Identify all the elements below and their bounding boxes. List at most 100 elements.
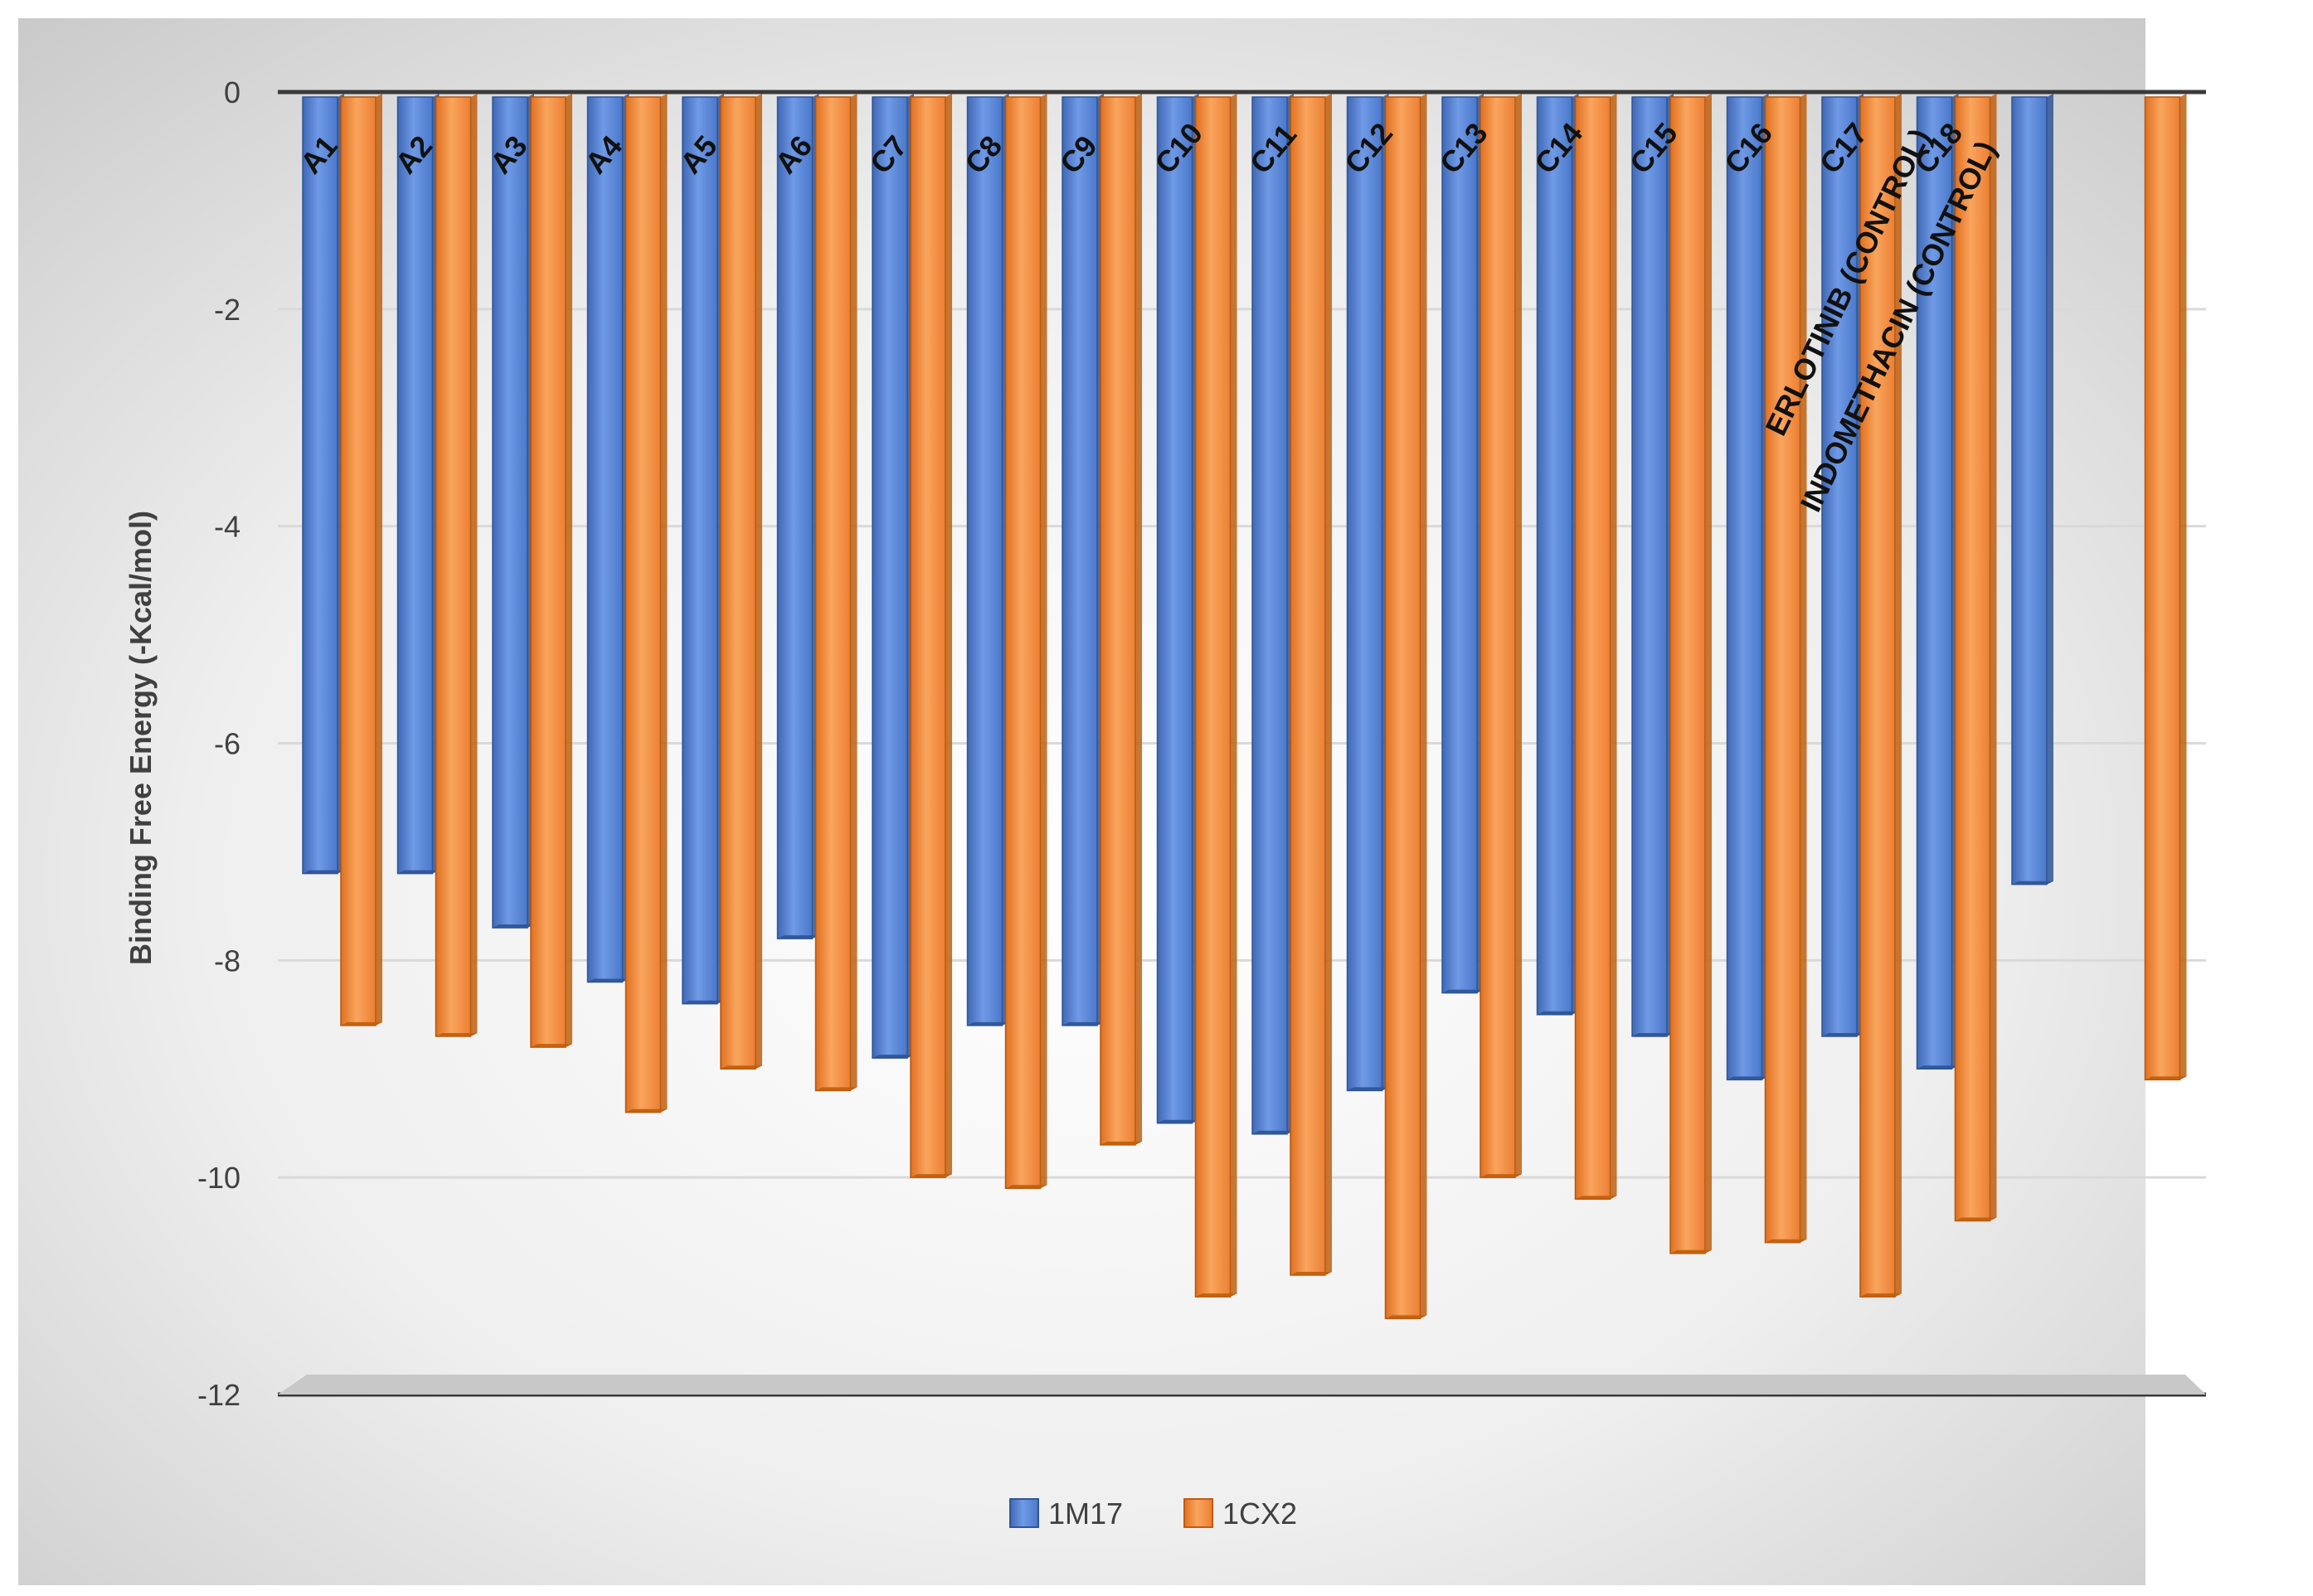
bar-bottom xyxy=(721,1065,762,1070)
bar-bottom xyxy=(1537,1011,1579,1015)
bar-bottom xyxy=(1290,1271,1332,1275)
bar-bottom xyxy=(1005,1185,1047,1189)
y-axis-title: Binding Free Energy (-Kcal/mol) xyxy=(124,511,158,965)
bar-1m17 xyxy=(1251,94,1294,1135)
bar-side xyxy=(945,94,952,1178)
bar-side xyxy=(660,94,668,1113)
y-tick-label: 0 xyxy=(224,75,241,109)
bar-side xyxy=(850,94,858,1091)
bar-side xyxy=(470,94,478,1036)
bar-side xyxy=(756,94,762,1070)
bar-face xyxy=(720,96,756,1070)
bar-bottom xyxy=(493,924,534,929)
bar-1cx2 xyxy=(720,94,762,1070)
bar-face xyxy=(1726,96,1763,1081)
bar-bottom xyxy=(587,978,629,982)
bar-side xyxy=(376,94,382,1026)
bar-bottom xyxy=(303,870,344,874)
bar-side xyxy=(1705,94,1712,1254)
bar-1m17 xyxy=(872,94,914,1059)
bar-bottom xyxy=(1252,1130,1294,1134)
bar-face xyxy=(1251,96,1288,1135)
bar-bottom xyxy=(1727,1076,1769,1080)
bar-bottom xyxy=(1917,1065,1959,1070)
bar-face xyxy=(586,96,624,983)
bar-side xyxy=(1230,94,1237,1298)
bar-1cx2 xyxy=(1954,94,1997,1222)
bar-bottom xyxy=(2012,880,2053,885)
bar-1m17 xyxy=(2011,94,2053,885)
bar-1m17 xyxy=(1726,94,1769,1081)
bar-1m17 xyxy=(1156,94,1199,1124)
bar-bottom xyxy=(531,1044,572,1048)
bar-bottom xyxy=(1101,1141,1142,1145)
bar-face xyxy=(2011,96,2048,885)
bar-bottom xyxy=(341,1021,382,1026)
legend-label-1cx2: 1CX2 xyxy=(1222,1497,1297,1531)
y-tick-label: -8 xyxy=(214,944,241,977)
bar-bottom xyxy=(1062,1021,1104,1026)
bar-face xyxy=(1669,96,1706,1254)
bar-side xyxy=(1610,94,1617,1200)
bar-1m17 xyxy=(1631,94,1674,1037)
y-tick-label: -2 xyxy=(214,293,241,327)
bar-1cx2 xyxy=(624,94,668,1113)
bar-bottom xyxy=(1442,989,1484,993)
bar-1cx2 xyxy=(1004,94,1047,1190)
bar-side xyxy=(1800,94,1807,1243)
bar-side xyxy=(1990,94,1997,1221)
bar-bottom xyxy=(683,1000,724,1004)
bar-bottom xyxy=(1670,1249,1712,1254)
bar-1cx2 xyxy=(1574,94,1617,1201)
bar-1cx2 xyxy=(1669,94,1712,1254)
bar-1cx2 xyxy=(435,94,478,1037)
bar-1m17 xyxy=(586,94,629,983)
bar-1m17 xyxy=(1346,94,1389,1092)
floor-slab xyxy=(278,1375,2206,1395)
bar-1cx2 xyxy=(340,94,382,1026)
bar-1cx2 xyxy=(1384,94,1427,1320)
bar-face xyxy=(1100,96,1136,1146)
bar-1cx2 xyxy=(530,94,572,1048)
bar-bottom xyxy=(777,935,819,939)
bar-face xyxy=(1004,96,1042,1190)
bar-1m17 xyxy=(396,94,440,875)
bar-side xyxy=(1135,94,1142,1145)
bar-side xyxy=(1515,94,1522,1178)
bar-1cx2 xyxy=(2144,94,2187,1081)
bar-face xyxy=(1536,96,1573,1016)
bar-1m17 xyxy=(1536,94,1579,1016)
bar-face xyxy=(2144,96,2181,1081)
bar-face xyxy=(872,96,908,1059)
bar-face xyxy=(910,96,946,1178)
bar-1cx2 xyxy=(1764,94,1807,1244)
bar-face xyxy=(1062,96,1098,1026)
bar-face xyxy=(1916,96,1953,1070)
bar-face xyxy=(624,96,662,1113)
bar-bottom xyxy=(1575,1196,1617,1200)
bar-bottom xyxy=(911,1174,952,1178)
bar-bottom xyxy=(625,1108,668,1113)
bar-face xyxy=(1194,96,1232,1298)
bar-face xyxy=(1821,96,1858,1037)
bar-side xyxy=(566,94,572,1048)
bar-bottom xyxy=(397,870,440,874)
bar-bottom xyxy=(1157,1119,1199,1123)
bar-face xyxy=(1156,96,1193,1124)
bar-1cx2 xyxy=(1290,94,1332,1276)
bar-1cx2 xyxy=(1859,94,1902,1298)
bar-bottom xyxy=(1385,1315,1427,1319)
bars xyxy=(302,94,2187,1320)
bar-face xyxy=(682,96,718,1005)
bar-face xyxy=(1631,96,1668,1037)
bar-face xyxy=(1346,96,1383,1092)
bar-1m17 xyxy=(1441,94,1484,994)
y-axis-ticks: 0 -2 -4 -6 -8 -10 -12 xyxy=(197,75,241,1412)
bar-1cx2 xyxy=(1194,94,1237,1298)
bar-side xyxy=(2179,94,2187,1080)
bar-face xyxy=(1480,96,1516,1178)
bar-bottom xyxy=(967,1021,1009,1026)
y-tick-label: -4 xyxy=(214,510,241,544)
bar-face xyxy=(1441,96,1478,994)
